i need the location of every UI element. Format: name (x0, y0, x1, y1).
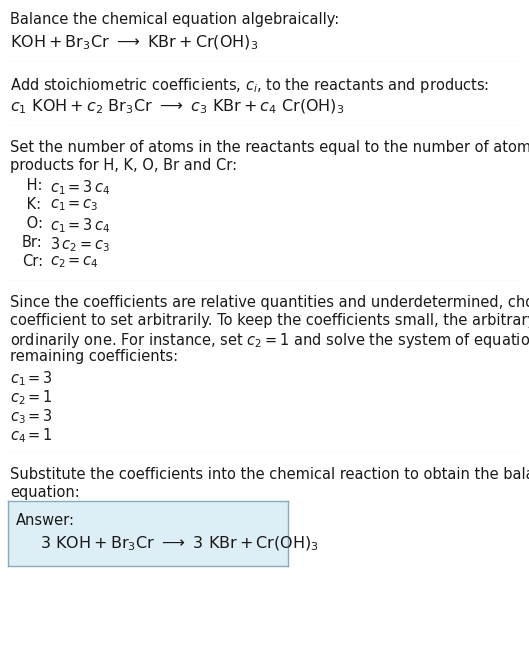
Text: $\mathrm{3\ KOH + Br_3Cr \ \longrightarrow \ 3\ KBr + Cr(OH)_3}$: $\mathrm{3\ KOH + Br_3Cr \ \longrightarr… (40, 535, 319, 553)
Text: $c_2 = c_4$: $c_2 = c_4$ (50, 254, 99, 270)
Text: $\mathrm{KOH + Br_3Cr \ \longrightarrow \ KBr + Cr(OH)_3}$: $\mathrm{KOH + Br_3Cr \ \longrightarrow … (10, 34, 258, 52)
Text: H:: H: (22, 178, 42, 193)
Text: $c_1 = c_3$: $c_1 = c_3$ (50, 197, 98, 213)
Text: remaining coefficients:: remaining coefficients: (10, 349, 178, 364)
Text: Add stoichiometric coefficients, $c_i$, to the reactants and products:: Add stoichiometric coefficients, $c_i$, … (10, 76, 489, 95)
Text: ordinarily one. For instance, set $c_2 = 1$ and solve the system of equations fo: ordinarily one. For instance, set $c_2 =… (10, 331, 529, 350)
Text: Balance the chemical equation algebraically:: Balance the chemical equation algebraica… (10, 12, 339, 27)
Text: $3\,c_2 = c_3$: $3\,c_2 = c_3$ (50, 235, 111, 254)
Text: $c_1\ \mathrm{KOH} + c_2\ \mathrm{Br_3Cr} \ \longrightarrow \ c_3\ \mathrm{KBr} : $c_1\ \mathrm{KOH} + c_2\ \mathrm{Br_3Cr… (10, 98, 344, 116)
Text: $c_3 = 3$: $c_3 = 3$ (10, 407, 53, 426)
Text: $c_4 = 1$: $c_4 = 1$ (10, 426, 53, 444)
Text: K:: K: (22, 197, 41, 212)
Text: $c_2 = 1$: $c_2 = 1$ (10, 388, 53, 407)
Text: $c_1 = 3\,c_4$: $c_1 = 3\,c_4$ (50, 178, 111, 197)
Text: Set the number of atoms in the reactants equal to the number of atoms in the: Set the number of atoms in the reactants… (10, 140, 529, 155)
Text: Br:: Br: (22, 235, 43, 250)
Text: $c_1 = 3\,c_4$: $c_1 = 3\,c_4$ (50, 216, 111, 235)
Text: products for H, K, O, Br and Cr:: products for H, K, O, Br and Cr: (10, 158, 237, 173)
Text: Since the coefficients are relative quantities and underdetermined, choose a: Since the coefficients are relative quan… (10, 295, 529, 310)
Text: Answer:: Answer: (16, 513, 75, 528)
Text: O:: O: (22, 216, 43, 231)
Text: coefficient to set arbitrarily. To keep the coefficients small, the arbitrary va: coefficient to set arbitrarily. To keep … (10, 313, 529, 328)
Text: $c_1 = 3$: $c_1 = 3$ (10, 369, 53, 388)
Text: Substitute the coefficients into the chemical reaction to obtain the balanced: Substitute the coefficients into the che… (10, 467, 529, 482)
Text: Cr:: Cr: (22, 254, 43, 269)
Text: equation:: equation: (10, 485, 80, 500)
